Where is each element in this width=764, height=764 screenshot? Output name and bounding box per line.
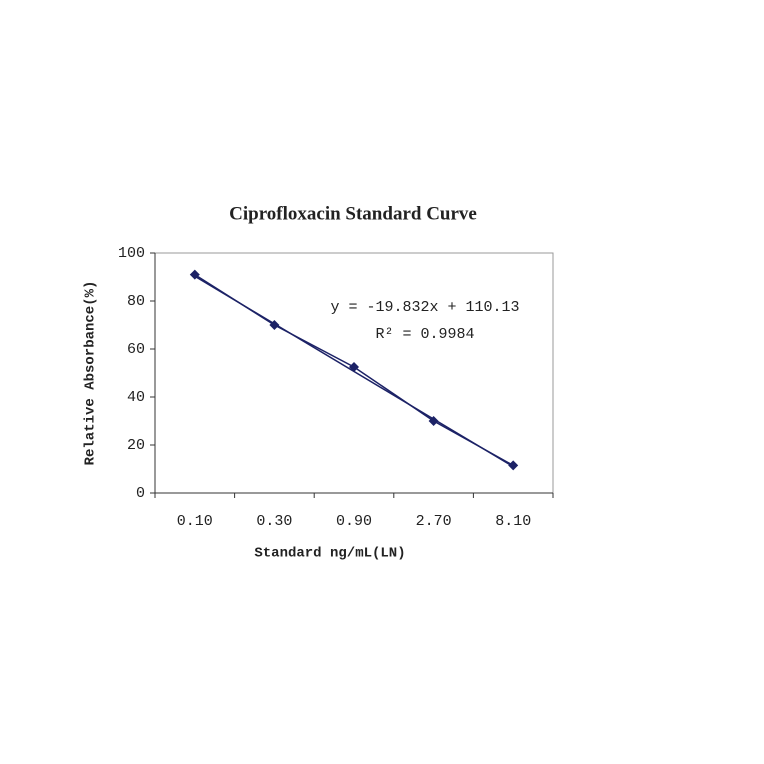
y-tick-label: 100: [118, 245, 145, 262]
chart-title: Ciprofloxacin Standard Curve: [229, 203, 477, 224]
y-tick-label: 40: [127, 389, 145, 406]
x-tick-label: 0.10: [177, 513, 213, 530]
trendline-r2: R² = 0.9984: [375, 326, 474, 343]
y-tick-label: 80: [127, 293, 145, 310]
trendline-equation: y = -19.832x + 110.13: [330, 299, 519, 316]
x-tick-label: 2.70: [416, 513, 452, 530]
data-point: [189, 269, 200, 280]
x-axis-title: Standard ng/mL(LN): [254, 546, 405, 562]
data-point: [428, 416, 439, 426]
y-tick-label: 20: [127, 437, 145, 454]
x-tick-label: 0.30: [256, 513, 292, 530]
data-point: [508, 460, 519, 471]
y-tick-label: 0: [136, 485, 145, 502]
x-tick-label: 8.10: [495, 513, 531, 530]
data-point: [269, 320, 280, 330]
y-axis-title: Relative Absorbance(%): [83, 281, 99, 466]
data-point: [349, 362, 359, 372]
x-tick-label: 0.90: [336, 513, 372, 530]
y-tick-label: 60: [127, 341, 145, 358]
